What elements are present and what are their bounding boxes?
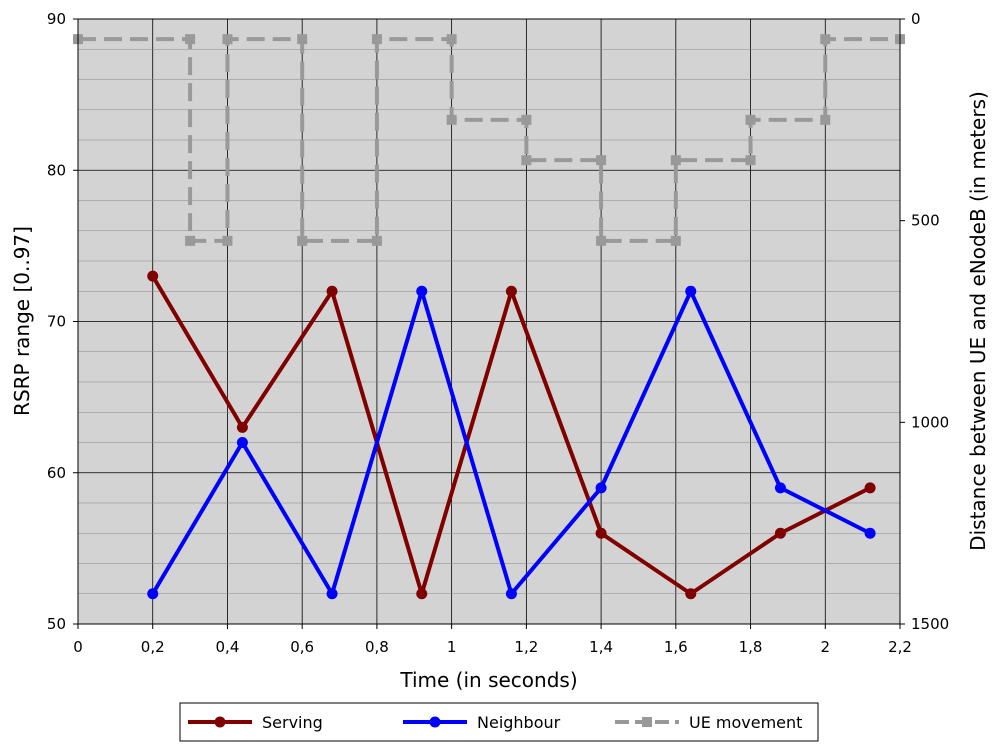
ue-movement-point xyxy=(521,155,532,166)
x-tick-label: 1,8 xyxy=(739,638,763,656)
x-tick-label: 0,4 xyxy=(216,638,240,656)
legend-marker-serving xyxy=(214,716,226,728)
serving-point xyxy=(416,588,428,600)
legend-marker-neighbour xyxy=(429,716,441,728)
legend: Serving Neighbour UE movement xyxy=(179,702,819,742)
x-tick-label: 2 xyxy=(820,638,830,656)
x-tick-label: 1,4 xyxy=(589,638,613,656)
ue-movement-point xyxy=(297,34,308,45)
y2-tick-label: 0 xyxy=(911,10,921,28)
x-tick-label: 0,2 xyxy=(141,638,165,656)
ue-movement-point xyxy=(670,235,681,246)
series-layer xyxy=(73,34,905,600)
ue-movement-point xyxy=(745,155,756,166)
neighbour-point xyxy=(595,482,607,494)
serving-point xyxy=(326,285,338,297)
ue-movement-point xyxy=(820,114,831,125)
x-tick-label: 2,2 xyxy=(888,638,912,656)
serving-point xyxy=(864,482,876,494)
neighbour-point xyxy=(685,285,697,297)
legend-box xyxy=(179,702,819,742)
legend-label-serving: Serving xyxy=(262,713,323,732)
serving-point xyxy=(774,527,786,539)
ue-movement-point xyxy=(185,235,196,246)
neighbour-point xyxy=(416,285,428,297)
ue-movement-point xyxy=(596,155,607,166)
ue-movement-point xyxy=(446,114,457,125)
y-tick-label: 60 xyxy=(47,464,66,482)
neighbour-point xyxy=(236,437,248,448)
y-tick-label: 50 xyxy=(47,615,66,633)
y2-axis-title: Distance between UE and eNodeB (in meter… xyxy=(966,91,990,551)
neighbour-point xyxy=(774,482,786,494)
x-tick-label: 1 xyxy=(447,638,457,656)
x-tick-label: 0,6 xyxy=(290,638,314,656)
ue-movement-point xyxy=(222,34,233,45)
ue-movement-point xyxy=(371,34,382,45)
x-axis-title: Time (in seconds) xyxy=(399,668,577,692)
serving-point xyxy=(236,421,248,433)
x-tick-label: 0 xyxy=(73,638,83,656)
serving-point xyxy=(685,588,697,600)
y-tick-label: 70 xyxy=(47,313,66,331)
legend-marker-ue-movement xyxy=(642,717,652,727)
y-tick-label: 90 xyxy=(47,10,66,28)
legend-label-neighbour: Neighbour xyxy=(477,713,561,732)
y2-tick-label: 500 xyxy=(911,212,940,230)
serving-point xyxy=(147,270,159,282)
ue-movement-point xyxy=(446,34,457,45)
neighbour-point xyxy=(147,588,159,600)
serving-point xyxy=(595,527,607,539)
ue-movement-point xyxy=(670,155,681,166)
ue-movement-point xyxy=(297,235,308,246)
ue-movement-point xyxy=(371,235,382,246)
ue-movement-point xyxy=(521,114,532,125)
ue-movement-point xyxy=(820,34,831,45)
y-axis-title: RSRP range [0..97] xyxy=(10,226,34,416)
ticks: 0 0,2 0,4 0,6 0,8 1 1,2 1,4 1,6 1,8 2 2,2 50 60 70 80 90… xyxy=(47,10,949,656)
y-tick-label: 80 xyxy=(47,161,66,179)
ue-movement-point xyxy=(185,34,196,45)
neighbour-point xyxy=(864,527,876,539)
y2-tick-label: 1000 xyxy=(911,413,949,431)
y2-tick-label: 1500 xyxy=(911,615,949,633)
serving-point xyxy=(505,285,517,297)
x-tick-label: 0,8 xyxy=(365,638,389,656)
x-tick-label: 1,2 xyxy=(514,638,538,656)
legend-label-ue-movement: UE movement xyxy=(689,713,802,732)
ue-movement-point xyxy=(596,235,607,246)
x-tick-label: 1,6 xyxy=(664,638,688,656)
neighbour-point xyxy=(326,588,338,600)
ue-movement-point xyxy=(745,114,756,125)
ue-movement-point xyxy=(222,235,233,246)
ue-movement-line xyxy=(78,37,900,243)
neighbour-point xyxy=(505,588,517,600)
